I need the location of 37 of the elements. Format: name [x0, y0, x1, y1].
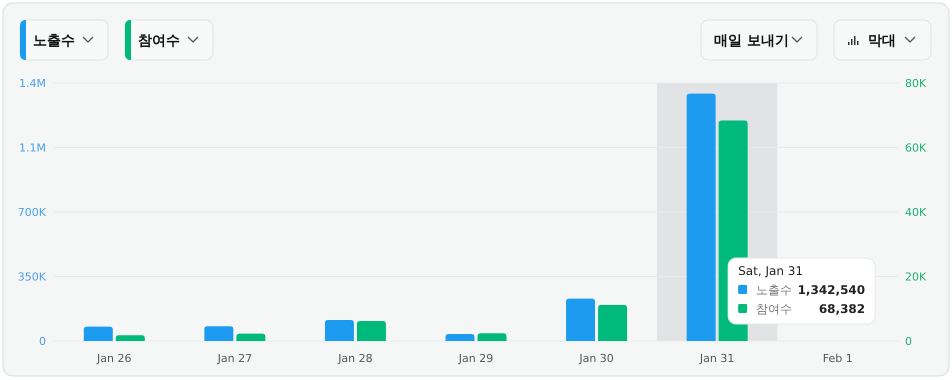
annotation: 1,342,540 — [798, 283, 866, 297]
y2-tick-label: 0 — [905, 335, 912, 348]
x-tick-label: Jan 31 — [698, 352, 734, 365]
x-tick-label: Jan 27 — [216, 352, 252, 365]
bar — [598, 304, 628, 341]
legend-label: 참여수 — [756, 302, 792, 316]
text: 노출수 — [33, 33, 75, 49]
bar — [324, 320, 354, 341]
text: 막대 — [868, 33, 896, 49]
y-tick-label: 350K — [18, 270, 47, 284]
bar — [116, 335, 145, 341]
bar — [446, 334, 474, 341]
x-tick-label: Jan 30 — [578, 352, 614, 365]
y-tick-label: 700K — [18, 206, 47, 219]
annotation: 68,382 — [818, 302, 866, 316]
bar — [356, 321, 386, 341]
bar — [566, 298, 596, 341]
bar — [204, 326, 234, 341]
x-tick-label: Jan 26 — [96, 352, 132, 365]
x-tick-label: Jan 28 — [337, 352, 373, 365]
y-tick-label: 0 — [39, 335, 46, 348]
annotation: Sat, Jan 31 — [738, 264, 804, 278]
bar — [686, 94, 716, 341]
bar — [478, 333, 506, 341]
x-tick-label: Feb 1 — [822, 352, 853, 365]
y-tick-label: 1.4M — [19, 77, 46, 90]
y2-tick-label: 60K — [905, 142, 927, 154]
y2-tick-label: 20K — [905, 270, 927, 284]
y2-tick-label: 40K — [905, 206, 927, 219]
x-tick-label: Jan 29 — [458, 352, 494, 365]
text: 참여수 — [138, 33, 180, 49]
y-tick-label: 1.1M — [19, 142, 46, 154]
y2-tick-label: 80K — [905, 77, 927, 90]
legend-label: 노출수 — [756, 283, 792, 297]
text: 매일 보내기 — [714, 33, 789, 49]
bar — [236, 334, 266, 341]
bar — [84, 326, 113, 341]
